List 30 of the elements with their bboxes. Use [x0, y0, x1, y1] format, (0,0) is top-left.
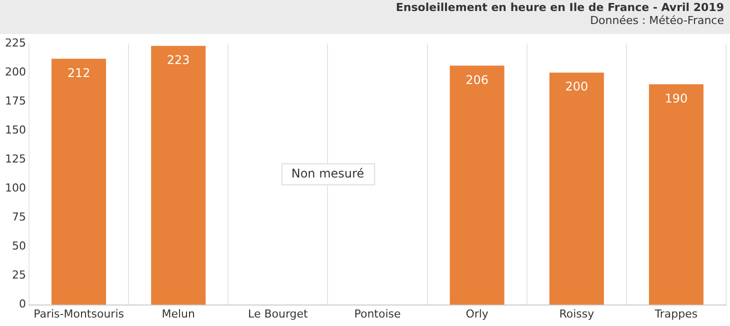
data-label: 206 [466, 72, 489, 87]
data-label: 190 [664, 91, 688, 106]
bar [52, 58, 106, 305]
y-tick-label: 75 [12, 210, 26, 224]
bar [450, 66, 504, 305]
y-tick-label: 100 [4, 182, 26, 195]
bar [151, 46, 206, 305]
y-tick-label: 175 [4, 94, 26, 108]
x-tick-label: Pontoise [354, 307, 401, 320]
y-tick-label: 200 [4, 65, 26, 78]
data-label: 212 [67, 66, 90, 80]
x-tick-label: Trappes [654, 307, 698, 320]
x-tick-label: Melun [162, 307, 196, 320]
chart-subtitle: Données : Météo-France [589, 14, 724, 27]
data-label: 223 [166, 53, 190, 68]
x-tick-label: Le Bourget [248, 307, 309, 320]
y-tick-label: 125 [4, 152, 26, 166]
x-tick-label: Orly [466, 307, 489, 320]
bar [648, 84, 704, 305]
data-label: 200 [565, 80, 588, 94]
y-tick-label: 0 [18, 298, 26, 311]
y-tick-label: 150 [4, 124, 26, 137]
y-tick-label: 50 [12, 240, 26, 253]
x-tick-label: Roissy [559, 307, 595, 320]
annotation: Non mesuré [291, 166, 364, 180]
chart-title: Ensoleillement en heure en Ile de France - Avril 2019 [394, 1, 724, 14]
bar [549, 72, 604, 305]
y-tick-label: 225 [4, 36, 26, 50]
y-tick-label: 25 [12, 268, 26, 282]
x-tick-label: Paris-Montsouris [34, 307, 124, 320]
